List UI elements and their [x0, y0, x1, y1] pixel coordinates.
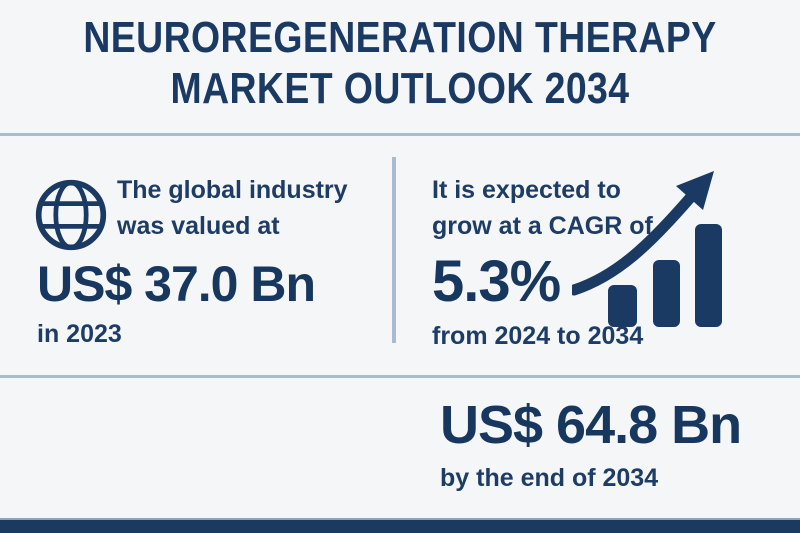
cagr-period: from 2024 to 2034	[432, 322, 644, 350]
cagr-value: 5.3%	[432, 249, 561, 314]
vertical-divider	[392, 157, 396, 343]
page-title: NEUROREGENERATION THERAPY MARKET OUTLOOK…	[60, 12, 740, 114]
market-value-2023-period: in 2023	[37, 320, 122, 348]
growth-arrow-shaft	[572, 192, 696, 296]
footer-accent-bar	[0, 518, 800, 533]
title-line-2: MARKET OUTLOOK 2034	[170, 64, 630, 113]
market-value-2034: US$ 64.8 Bn	[440, 395, 742, 455]
forecast-2034-panel: US$ 64.8 Bn by the end of 2034	[440, 395, 742, 493]
growth-chart-icon	[572, 171, 722, 327]
globe-icon	[35, 179, 107, 251]
growth-arrow-head	[676, 171, 714, 210]
market-value-2034-period: by the end of 2034	[440, 464, 659, 492]
market-value-2023: US$ 37.0 Bn	[37, 256, 316, 312]
valuation-lead-line-2: was valued at	[117, 212, 280, 240]
chart-bar-tall	[695, 224, 722, 327]
divider-above-forecast	[0, 375, 800, 378]
valuation-lead-line-1: The global industry	[117, 176, 348, 204]
cagr-lead-line-2: grow at a CAGR of	[432, 212, 653, 240]
cagr-lead-line-1: It is expected to	[432, 176, 621, 204]
title-line-1: NEUROREGENERATION THERAPY	[83, 13, 717, 62]
chart-bar-medium	[653, 260, 680, 327]
chart-bar-small	[608, 285, 637, 327]
divider-under-title	[0, 133, 800, 136]
cagr-lead-text: It is expected to grow at a CAGR of	[432, 172, 672, 244]
valuation-lead-text: The global industry was valued at	[117, 172, 348, 244]
